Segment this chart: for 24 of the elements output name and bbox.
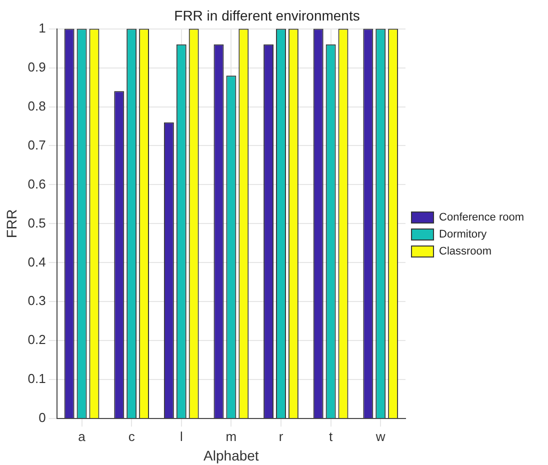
y-tick-label: 0.3: [28, 293, 46, 308]
y-axis-title: FRR: [3, 209, 20, 238]
y-tick-label: 0.1: [28, 371, 46, 386]
x-axis-title: Alphabet: [204, 447, 259, 464]
x-tick-label: m: [226, 428, 237, 444]
y-tick-label: 0: [38, 410, 46, 426]
x-tick-label: l: [180, 428, 183, 444]
x-tick-label: w: [374, 428, 386, 444]
legend-label: Classroom: [439, 246, 492, 258]
legend-label: Conference room: [439, 212, 524, 224]
y-tick-label: 0.2: [28, 332, 46, 348]
x-tick-label: t: [328, 428, 333, 444]
y-tick-label: 0.8: [28, 98, 46, 114]
chart-title: FRR in different environments: [174, 7, 360, 24]
x-tick-label: r: [278, 428, 284, 444]
y-tick-label: 0.9: [28, 59, 46, 74]
y-tick-label: 0.5: [28, 215, 46, 230]
y-tick-label: 0.4: [28, 254, 46, 270]
legend-label: Dormitory: [439, 228, 488, 241]
y-tick-label: 0.7: [28, 137, 46, 152]
y-tick-label: 1: [38, 20, 46, 36]
x-tick-label: a: [78, 428, 86, 444]
y-tick-label: 0.6: [28, 176, 46, 192]
x-tick-label: c: [128, 428, 136, 444]
